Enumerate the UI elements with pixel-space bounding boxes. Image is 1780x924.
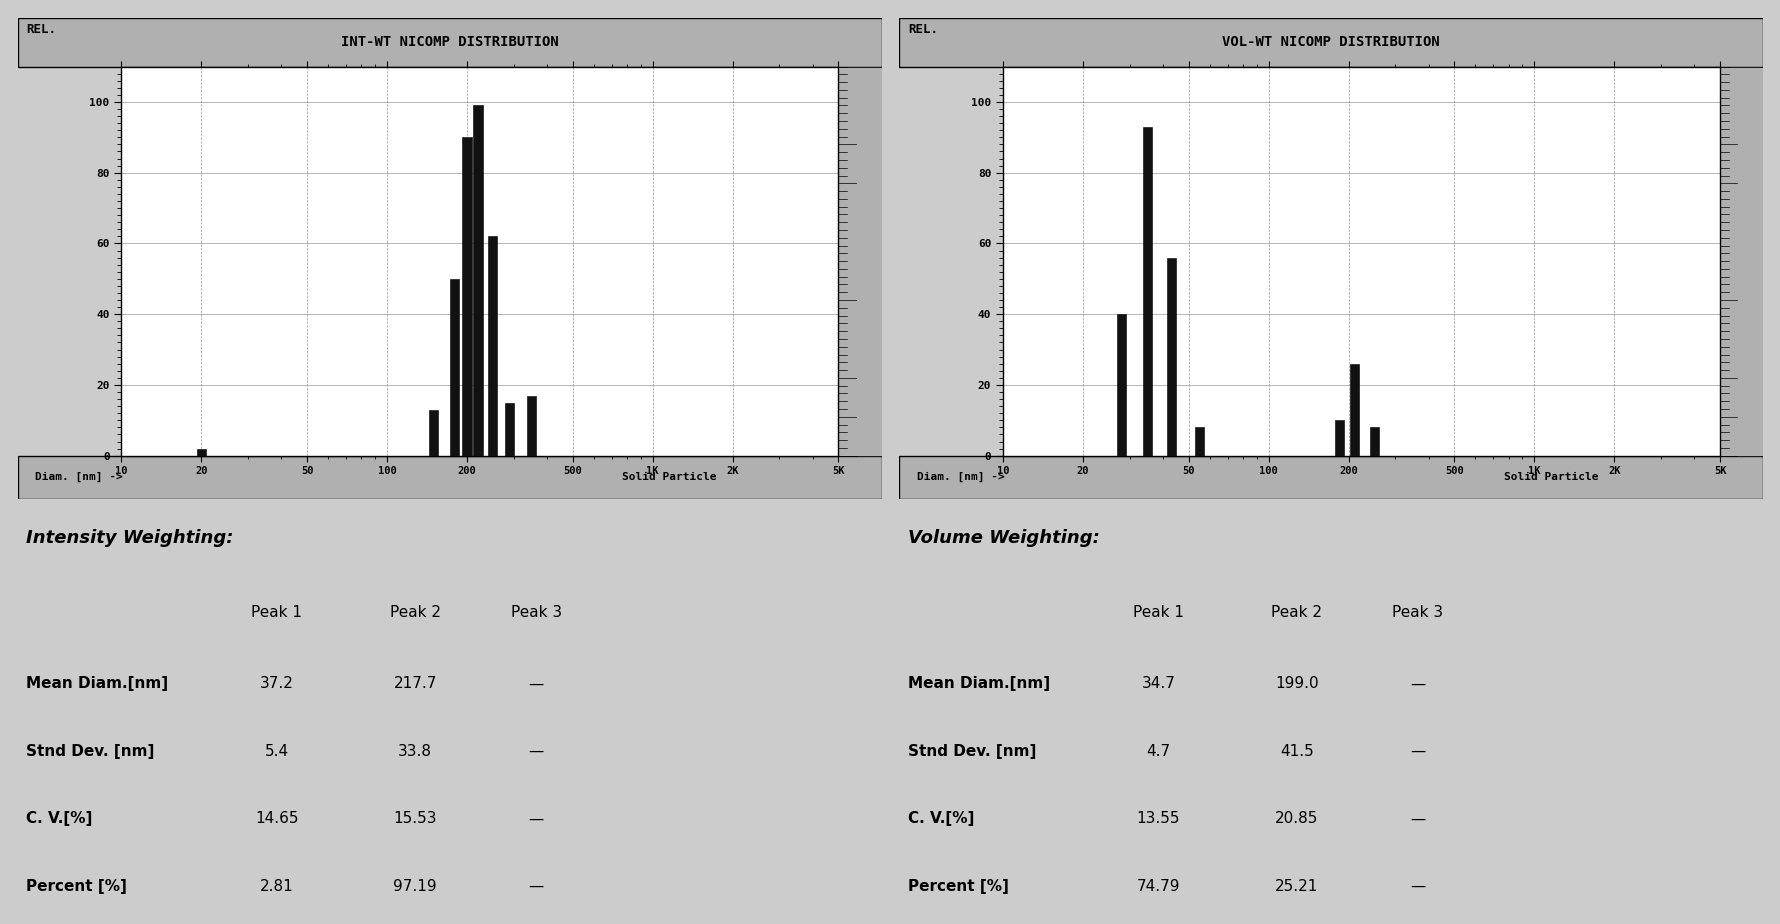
Bar: [1719, 67, 1762, 456]
Bar: [1116, 314, 1125, 456]
Text: —: —: [1410, 811, 1424, 826]
Text: Mean Diam.[nm]: Mean Diam.[nm]: [27, 676, 169, 691]
Text: Percent [%]: Percent [%]: [908, 879, 1007, 894]
Bar: [899, 456, 1762, 499]
Text: Solid Particle: Solid Particle: [1502, 472, 1598, 482]
Text: 20.85: 20.85: [1274, 811, 1317, 826]
Text: 37.2: 37.2: [260, 676, 294, 691]
Bar: [473, 105, 482, 456]
Text: Mean Diam.[nm]: Mean Diam.[nm]: [908, 676, 1050, 691]
Text: 97.19: 97.19: [393, 879, 436, 894]
Text: Volume Weighting:: Volume Weighting:: [908, 529, 1100, 547]
Text: —: —: [529, 811, 543, 826]
Text: —: —: [1410, 879, 1424, 894]
Bar: [506, 403, 514, 456]
Text: VOL-WT NICOMP DISTRIBUTION: VOL-WT NICOMP DISTRIBUTION: [1221, 35, 1440, 49]
Text: Percent [%]: Percent [%]: [27, 879, 126, 894]
Text: Diam. [nm] ->: Diam. [nm] ->: [36, 472, 123, 482]
Text: REL.: REL.: [908, 23, 938, 36]
Bar: [527, 395, 536, 456]
Text: 74.79: 74.79: [1136, 879, 1180, 894]
Text: 13.55: 13.55: [1136, 811, 1180, 826]
Text: INT-WT NICOMP DISTRIBUTION: INT-WT NICOMP DISTRIBUTION: [340, 35, 559, 49]
Text: Intensity Weighting:: Intensity Weighting:: [27, 529, 233, 547]
Text: Stnd Dev. [nm]: Stnd Dev. [nm]: [27, 744, 155, 759]
Bar: [488, 237, 497, 456]
Bar: [429, 409, 438, 456]
Bar: [1143, 127, 1152, 456]
Text: C. V.[%]: C. V.[%]: [908, 811, 974, 826]
Bar: [18, 456, 881, 499]
Text: 14.65: 14.65: [255, 811, 299, 826]
Text: Peak 3: Peak 3: [1392, 605, 1442, 620]
Text: 2.81: 2.81: [260, 879, 294, 894]
Text: Solid Particle: Solid Particle: [623, 472, 717, 482]
Bar: [18, 18, 881, 67]
Bar: [1194, 428, 1203, 456]
Text: 199.0: 199.0: [1274, 676, 1317, 691]
Text: Peak 2: Peak 2: [390, 605, 440, 620]
Text: —: —: [529, 744, 543, 759]
Text: 15.53: 15.53: [393, 811, 436, 826]
Text: Diam. [nm] ->: Diam. [nm] ->: [917, 472, 1004, 482]
Bar: [899, 18, 1762, 67]
Text: Peak 1: Peak 1: [251, 605, 303, 620]
Text: REL.: REL.: [27, 23, 57, 36]
Bar: [1349, 364, 1358, 456]
Text: 4.7: 4.7: [1146, 744, 1169, 759]
Bar: [463, 138, 472, 456]
Bar: [1369, 428, 1378, 456]
Text: —: —: [1410, 676, 1424, 691]
Text: C. V.[%]: C. V.[%]: [27, 811, 93, 826]
Text: 41.5: 41.5: [1280, 744, 1314, 759]
Bar: [1166, 258, 1175, 456]
Text: 33.8: 33.8: [399, 744, 433, 759]
Bar: [196, 449, 206, 456]
Text: Stnd Dev. [nm]: Stnd Dev. [nm]: [908, 744, 1036, 759]
Text: 5.4: 5.4: [265, 744, 288, 759]
Text: 25.21: 25.21: [1274, 879, 1317, 894]
Text: 217.7: 217.7: [393, 676, 436, 691]
Text: —: —: [529, 879, 543, 894]
Text: Peak 1: Peak 1: [1132, 605, 1184, 620]
Bar: [1335, 420, 1344, 456]
Text: —: —: [529, 676, 543, 691]
Text: —: —: [1410, 744, 1424, 759]
Bar: [450, 279, 459, 456]
Text: Peak 2: Peak 2: [1271, 605, 1321, 620]
Bar: [838, 67, 881, 456]
Text: 34.7: 34.7: [1141, 676, 1175, 691]
Text: Peak 3: Peak 3: [511, 605, 561, 620]
